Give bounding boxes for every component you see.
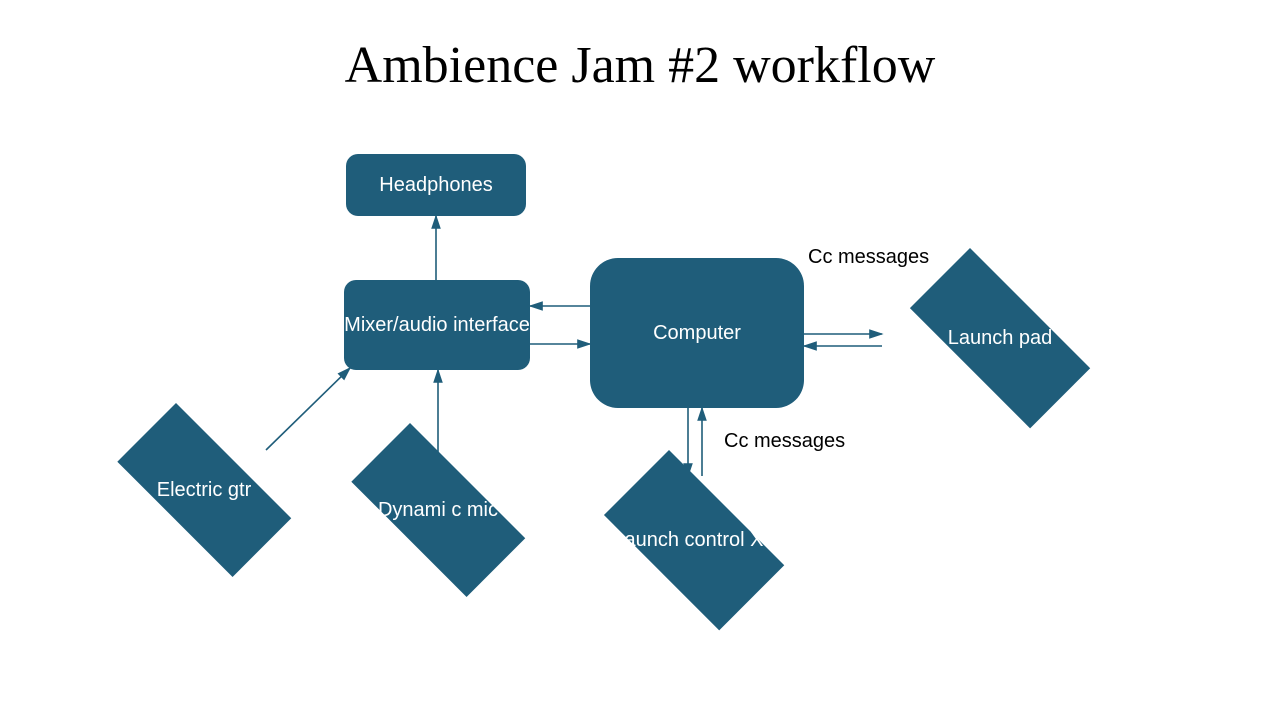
node-label: Launch pad — [880, 278, 1120, 398]
node-electric-gtr: Electric gtr — [89, 431, 319, 549]
node-mixer: Mixer/audio interface — [344, 280, 530, 370]
node-label: Dynami c mic — [323, 451, 553, 569]
node-launch-control-xl: Launch control XL — [579, 475, 809, 605]
node-computer: Computer — [590, 258, 804, 408]
node-dynamic-mic: Dynami c mic — [323, 451, 553, 569]
node-headphones: Headphones — [346, 154, 526, 216]
node-label: Mixer/audio interface — [344, 313, 530, 338]
edge-label-cc-bottom: Cc messages — [724, 430, 845, 453]
node-label: Headphones — [379, 173, 492, 198]
edge-label-cc-top: Cc messages — [808, 246, 929, 269]
node-label: Launch control XL — [579, 475, 809, 605]
node-launch-pad: Launch pad — [880, 278, 1120, 398]
diagram-title: Ambience Jam #2 workflow — [0, 36, 1280, 95]
node-label: Electric gtr — [89, 431, 319, 549]
node-label: Computer — [653, 321, 741, 346]
